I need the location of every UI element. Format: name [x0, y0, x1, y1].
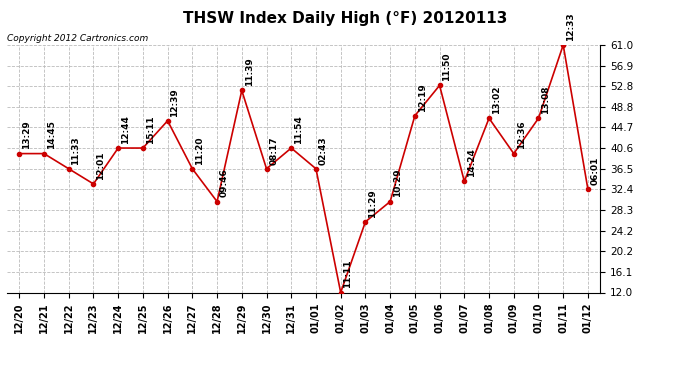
Text: 12:19: 12:19	[417, 83, 426, 111]
Text: THSW Index Daily High (°F) 20120113: THSW Index Daily High (°F) 20120113	[183, 11, 507, 26]
Text: 11:50: 11:50	[442, 53, 451, 81]
Text: Copyright 2012 Cartronics.com: Copyright 2012 Cartronics.com	[7, 33, 148, 42]
Text: 11:33: 11:33	[72, 136, 81, 165]
Text: 12:01: 12:01	[96, 151, 105, 180]
Text: 11:54: 11:54	[294, 115, 303, 144]
Text: 13:02: 13:02	[492, 86, 501, 114]
Text: 11:39: 11:39	[244, 57, 253, 86]
Text: 14:45: 14:45	[47, 120, 56, 149]
Text: 12:44: 12:44	[121, 115, 130, 144]
Text: 09:46: 09:46	[220, 169, 229, 197]
Text: 11:20: 11:20	[195, 136, 204, 165]
Text: 08:17: 08:17	[269, 136, 278, 165]
Text: 12:33: 12:33	[566, 12, 575, 41]
Text: 11:11: 11:11	[344, 260, 353, 288]
Text: 13:08: 13:08	[541, 86, 550, 114]
Text: 06:01: 06:01	[591, 157, 600, 185]
Text: 14:24: 14:24	[467, 148, 476, 177]
Text: 15:11: 15:11	[146, 115, 155, 144]
Text: 13:29: 13:29	[22, 121, 31, 149]
Text: 12:36: 12:36	[517, 121, 526, 149]
Text: 10:29: 10:29	[393, 169, 402, 197]
Text: 02:43: 02:43	[319, 136, 328, 165]
Text: 12:39: 12:39	[170, 88, 179, 117]
Text: 11:29: 11:29	[368, 189, 377, 217]
